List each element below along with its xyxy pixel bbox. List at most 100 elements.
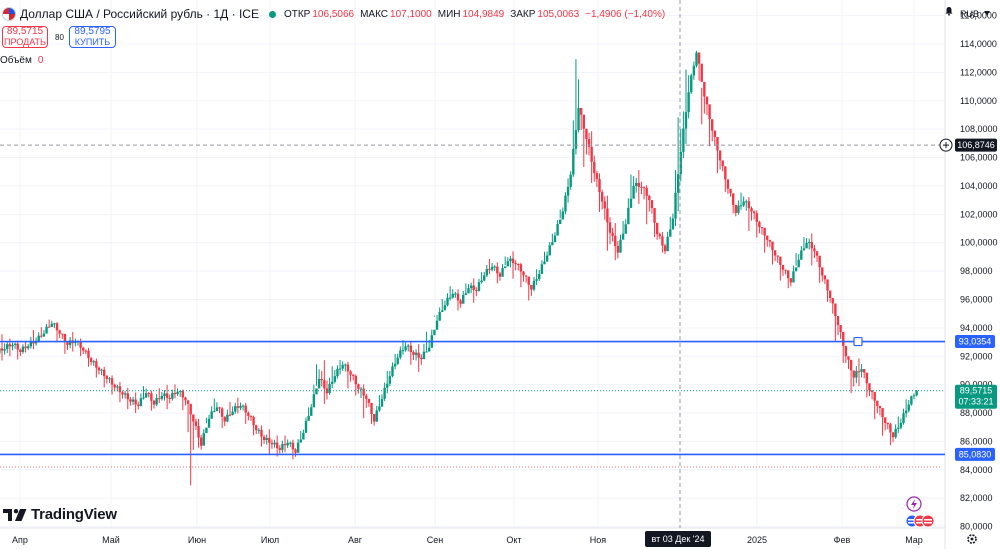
candle-body [587, 139, 591, 147]
gear-center [970, 537, 974, 541]
candle-body [752, 211, 756, 214]
candle-body [881, 408, 884, 418]
candle-body [527, 276, 530, 285]
candle-body [700, 63, 703, 82]
candle-body [818, 255, 821, 268]
candle-body [645, 188, 648, 196]
right-icons[interactable] [905, 496, 977, 544]
candle-body [3, 349, 6, 351]
candle-body [239, 405, 242, 408]
candle-body [275, 442, 279, 449]
candle-body [244, 405, 247, 413]
candle-body [346, 364, 350, 372]
candle-body [538, 273, 541, 280]
gear-icon[interactable] [967, 534, 977, 544]
candle-body [354, 375, 357, 385]
candle-body [572, 148, 575, 175]
candle-body [902, 413, 905, 423]
candle-body [417, 352, 420, 358]
candle-body [144, 393, 148, 398]
candle-body [480, 280, 483, 283]
price-tick-label: 80,0000 [960, 522, 993, 532]
time-tick-label: Май [102, 535, 120, 545]
candle-body [383, 387, 386, 399]
flag-stripe [916, 522, 924, 524]
candle-body [897, 427, 900, 429]
candle-body [370, 402, 373, 414]
tv-logo-icon [3, 508, 27, 521]
time-axis[interactable]: Апр Май Июн Июл Авг Сен Окт Ноя 2025 Фев Мар [12, 535, 923, 545]
tradingview-logo[interactable]: TradingView [2, 506, 117, 523]
candle-body [351, 374, 355, 376]
buy-button[interactable]: 89,5795 КУПИТЬ [69, 26, 116, 48]
price-tick-label: 86,0000 [960, 436, 993, 446]
candle-body [270, 442, 274, 445]
horizontal-lines[interactable] [0, 336, 945, 456]
price-tick-label: 106,0000 [960, 153, 998, 163]
axis-badges: 93,0354 85,0830 вт 03 Дек '24 106,8746 89,57… [645, 138, 997, 547]
price-axis[interactable]: 80,0000 82,0000 84,0000 86,0000 88,0000 90,00… [960, 11, 998, 532]
symbol-title[interactable]: Доллар США / Российский рубль · 1Д · ICE [20, 7, 259, 21]
candle-body [380, 398, 384, 407]
candle-body [448, 297, 452, 299]
time-tick-label: Сен [427, 535, 444, 545]
candle-body [501, 268, 504, 277]
last-price-label: 89,5715 [960, 386, 993, 396]
candle-body [32, 341, 35, 344]
candle-body [551, 242, 554, 246]
candle-body [658, 234, 661, 237]
candle-body [813, 248, 816, 252]
time-tick-label: Апр [12, 535, 28, 545]
candle-body [483, 275, 486, 281]
candle-body [747, 201, 751, 209]
candle-body [611, 232, 614, 236]
last-price-badge [955, 384, 997, 409]
bell-icon[interactable] [944, 6, 954, 16]
candle-body [548, 245, 551, 256]
volume-legend[interactable]: Объём 0 [0, 55, 43, 66]
time-tick-label: Июн [188, 535, 206, 545]
line-handle[interactable] [853, 336, 863, 347]
crosshair-date-badge [645, 531, 711, 547]
candle-body [158, 398, 161, 400]
currency-selector[interactable]: RUB [960, 9, 990, 19]
candle-body [789, 278, 793, 283]
crosshair-date-label: вт 03 Дек '24 [652, 534, 705, 544]
candle-body [674, 192, 677, 219]
price-tick-label: 104,0000 [960, 181, 998, 191]
candle-body [260, 429, 263, 437]
price-tick-label: 100,0000 [960, 238, 998, 248]
candle-body [443, 305, 447, 311]
candle-body [739, 205, 743, 207]
price-tick-label: 88,0000 [960, 408, 993, 418]
time-tick-label: Авг [348, 535, 363, 545]
candle-body [414, 352, 418, 355]
candle-body [590, 146, 593, 162]
low-value: 104,9849 [462, 8, 505, 20]
candle-body [108, 378, 111, 380]
candle-body [45, 326, 48, 334]
price-tick-label: 92,0000 [960, 351, 993, 361]
price-tick-label: 96,0000 [960, 294, 993, 304]
candle-body [802, 248, 806, 251]
candle-body [876, 400, 879, 406]
candle-body [836, 316, 840, 326]
candle-body [456, 293, 460, 301]
candle-body [863, 369, 866, 373]
candle-body [105, 376, 109, 379]
candle-body [50, 323, 53, 327]
candle-body [742, 201, 745, 206]
candle-body [179, 391, 182, 393]
flags-icon[interactable] [921, 514, 935, 528]
candle-body [184, 397, 187, 401]
candle-body [556, 224, 559, 236]
sell-button[interactable]: 89,5715 ПРОДАТЬ [2, 26, 48, 48]
candle-body [79, 341, 82, 348]
candle-body [821, 267, 824, 276]
candle-body [215, 407, 219, 412]
candle-body [425, 351, 428, 353]
candle-body [878, 405, 882, 409]
close-label: ЗАКР [510, 8, 536, 20]
volume-label: Объём [0, 55, 32, 66]
